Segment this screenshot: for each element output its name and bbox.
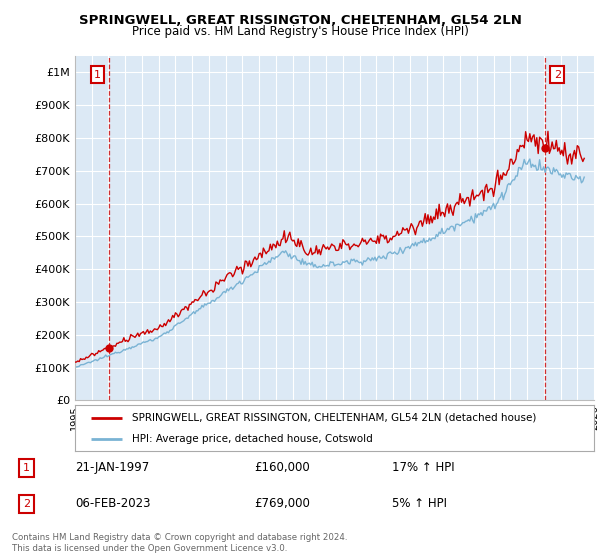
Text: £160,000: £160,000: [254, 461, 310, 474]
Text: SPRINGWELL, GREAT RISSINGTON, CHELTENHAM, GL54 2LN: SPRINGWELL, GREAT RISSINGTON, CHELTENHAM…: [79, 14, 521, 27]
Text: HPI: Average price, detached house, Cotswold: HPI: Average price, detached house, Cots…: [132, 435, 373, 444]
Text: SPRINGWELL, GREAT RISSINGTON, CHELTENHAM, GL54 2LN (detached house): SPRINGWELL, GREAT RISSINGTON, CHELTENHAM…: [132, 413, 536, 423]
Text: 2: 2: [23, 499, 30, 509]
Text: 17% ↑ HPI: 17% ↑ HPI: [392, 461, 455, 474]
Text: £769,000: £769,000: [254, 497, 310, 510]
Text: Price paid vs. HM Land Registry's House Price Index (HPI): Price paid vs. HM Land Registry's House …: [131, 25, 469, 38]
Text: 1: 1: [23, 463, 30, 473]
Text: 5% ↑ HPI: 5% ↑ HPI: [392, 497, 447, 510]
Text: 21-JAN-1997: 21-JAN-1997: [76, 461, 149, 474]
Text: 1: 1: [94, 70, 101, 80]
Text: Contains HM Land Registry data © Crown copyright and database right 2024.
This d: Contains HM Land Registry data © Crown c…: [12, 533, 347, 553]
Text: 06-FEB-2023: 06-FEB-2023: [76, 497, 151, 510]
Text: 2: 2: [554, 70, 561, 80]
